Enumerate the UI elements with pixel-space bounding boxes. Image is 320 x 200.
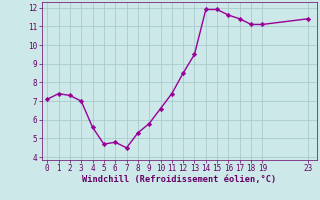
X-axis label: Windchill (Refroidissement éolien,°C): Windchill (Refroidissement éolien,°C): [82, 175, 276, 184]
